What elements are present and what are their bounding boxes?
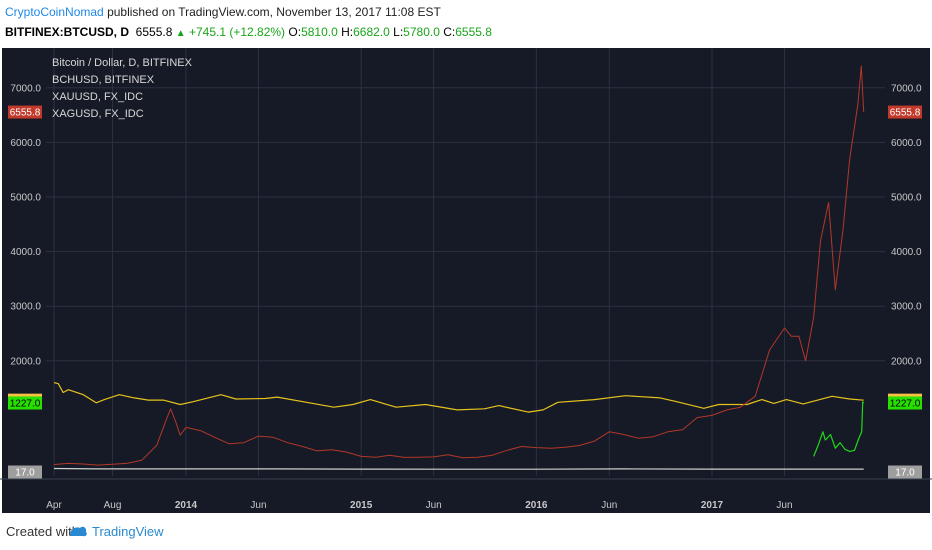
price-tag-right-text: 17.0 [895, 468, 915, 479]
x-tick-label: 2015 [350, 500, 373, 511]
x-tick-label: Aug [104, 500, 122, 511]
y-axis-labels: 2000.0 2000.0 3000.0 3000.0 4000.0 4000.0 5000… [10, 83, 922, 367]
y-tick-label-left: 7000.0 [10, 83, 41, 94]
legend-item: Bitcoin / Dollar, D, BITFINEX [52, 57, 193, 69]
legend-item: XAGUSD, FX_IDC [52, 108, 144, 120]
open-label: O: [288, 25, 302, 39]
price-tag-right [888, 396, 922, 410]
low-label: L: [393, 25, 404, 39]
price-change: +745.1 (+12.82%) [188, 25, 286, 39]
y-tick-label-right: 5000.0 [891, 193, 922, 204]
author-link[interactable]: CryptoCoinNomad [5, 5, 104, 19]
up-triangle-icon: ▲ [175, 28, 186, 39]
high-label: H: [341, 25, 354, 39]
y-tick-label-left: 3000.0 [10, 302, 41, 313]
x-axis-labels: Apr Aug 2014 Jun 2015 Jun 2016 Jun 2017 Jun [46, 500, 792, 511]
x-tick-label: Apr [46, 500, 62, 511]
close-value: 6555.8 [455, 25, 492, 39]
price-tag-left-text: 1227.0 [10, 399, 41, 410]
grid [0, 48, 932, 480]
price-tag-left-text: 17.0 [15, 468, 35, 479]
price-tag-right [888, 105, 922, 119]
legend-item: BCHUSD, BITFINEX [52, 74, 155, 86]
series-line-1 [813, 401, 865, 457]
x-tick-label: Jun [426, 500, 442, 511]
y-tick-label-right: 4000.0 [891, 247, 922, 258]
price-tag-left [8, 105, 42, 119]
y-tick-label-right: 3000.0 [891, 302, 922, 313]
y-tick-label-left: 5000.0 [10, 193, 41, 204]
tradingview-brand[interactable]: TradingView [92, 524, 164, 539]
y-tick-label-right: 6000.0 [891, 138, 922, 149]
price-tag-left-text: 6555.8 [10, 108, 41, 119]
y-tick-label-left: 2000.0 [10, 356, 41, 367]
y-tick-label-right: 2000.0 [891, 356, 922, 367]
publish-line: CryptoCoinNomad published on TradingView… [5, 5, 441, 19]
price-chart[interactable]: 2000.0 2000.0 3000.0 3000.0 4000.0 4000.0 5000… [0, 46, 932, 515]
y-tick-label-left: 4000.0 [10, 247, 41, 258]
footer: Created with TradingView [0, 515, 932, 550]
series-line-2 [53, 382, 864, 413]
created-with-label: Created with [6, 524, 79, 539]
x-tick-label: Jun [250, 500, 266, 511]
x-tick-label: 2017 [701, 500, 724, 511]
low-value: 5780.0 [403, 25, 440, 39]
price-tag-right-text: 6555.8 [890, 108, 921, 119]
symbol-label[interactable]: BITFINEX:BTCUSD, D [5, 25, 129, 39]
x-tick-label: Jun [601, 500, 617, 511]
price-tag-right-text: 1227.0 [890, 399, 921, 410]
x-tick-label: 2016 [525, 500, 548, 511]
price-tag-right [888, 465, 922, 479]
series-line-3 [53, 467, 864, 470]
price-tags: 6555.86555.81279.21279.21227.01227.017.0… [8, 105, 922, 479]
price-tag-left [8, 396, 42, 410]
high-value: 6682.0 [353, 25, 390, 39]
chart-header: CryptoCoinNomad published on TradingView… [0, 0, 932, 46]
legend: Bitcoin / Dollar, D, BITFINEX BCHUSD, BIT… [52, 57, 193, 120]
price-tag-left [8, 465, 42, 479]
x-tick-label: 2014 [175, 500, 198, 511]
series-layer [53, 65, 865, 470]
tradingview-logo-icon[interactable] [68, 523, 88, 539]
ohlc-line: BITFINEX:BTCUSD, D 6555.8 ▲ +745.1 (+12.… [5, 25, 492, 39]
chart-background [2, 48, 930, 513]
last-price: 6555.8 [135, 25, 173, 39]
x-tick-label: Jun [776, 500, 792, 511]
legend-item: XAUUSD, FX_IDC [52, 91, 143, 103]
y-tick-label-left: 6000.0 [10, 138, 41, 149]
y-tick-label-right: 7000.0 [891, 83, 922, 94]
open-value: 5810.0 [301, 25, 338, 39]
series-line-0 [53, 65, 865, 466]
close-label: C: [443, 25, 456, 39]
publish-info: published on TradingView.com, November 1… [107, 5, 441, 19]
